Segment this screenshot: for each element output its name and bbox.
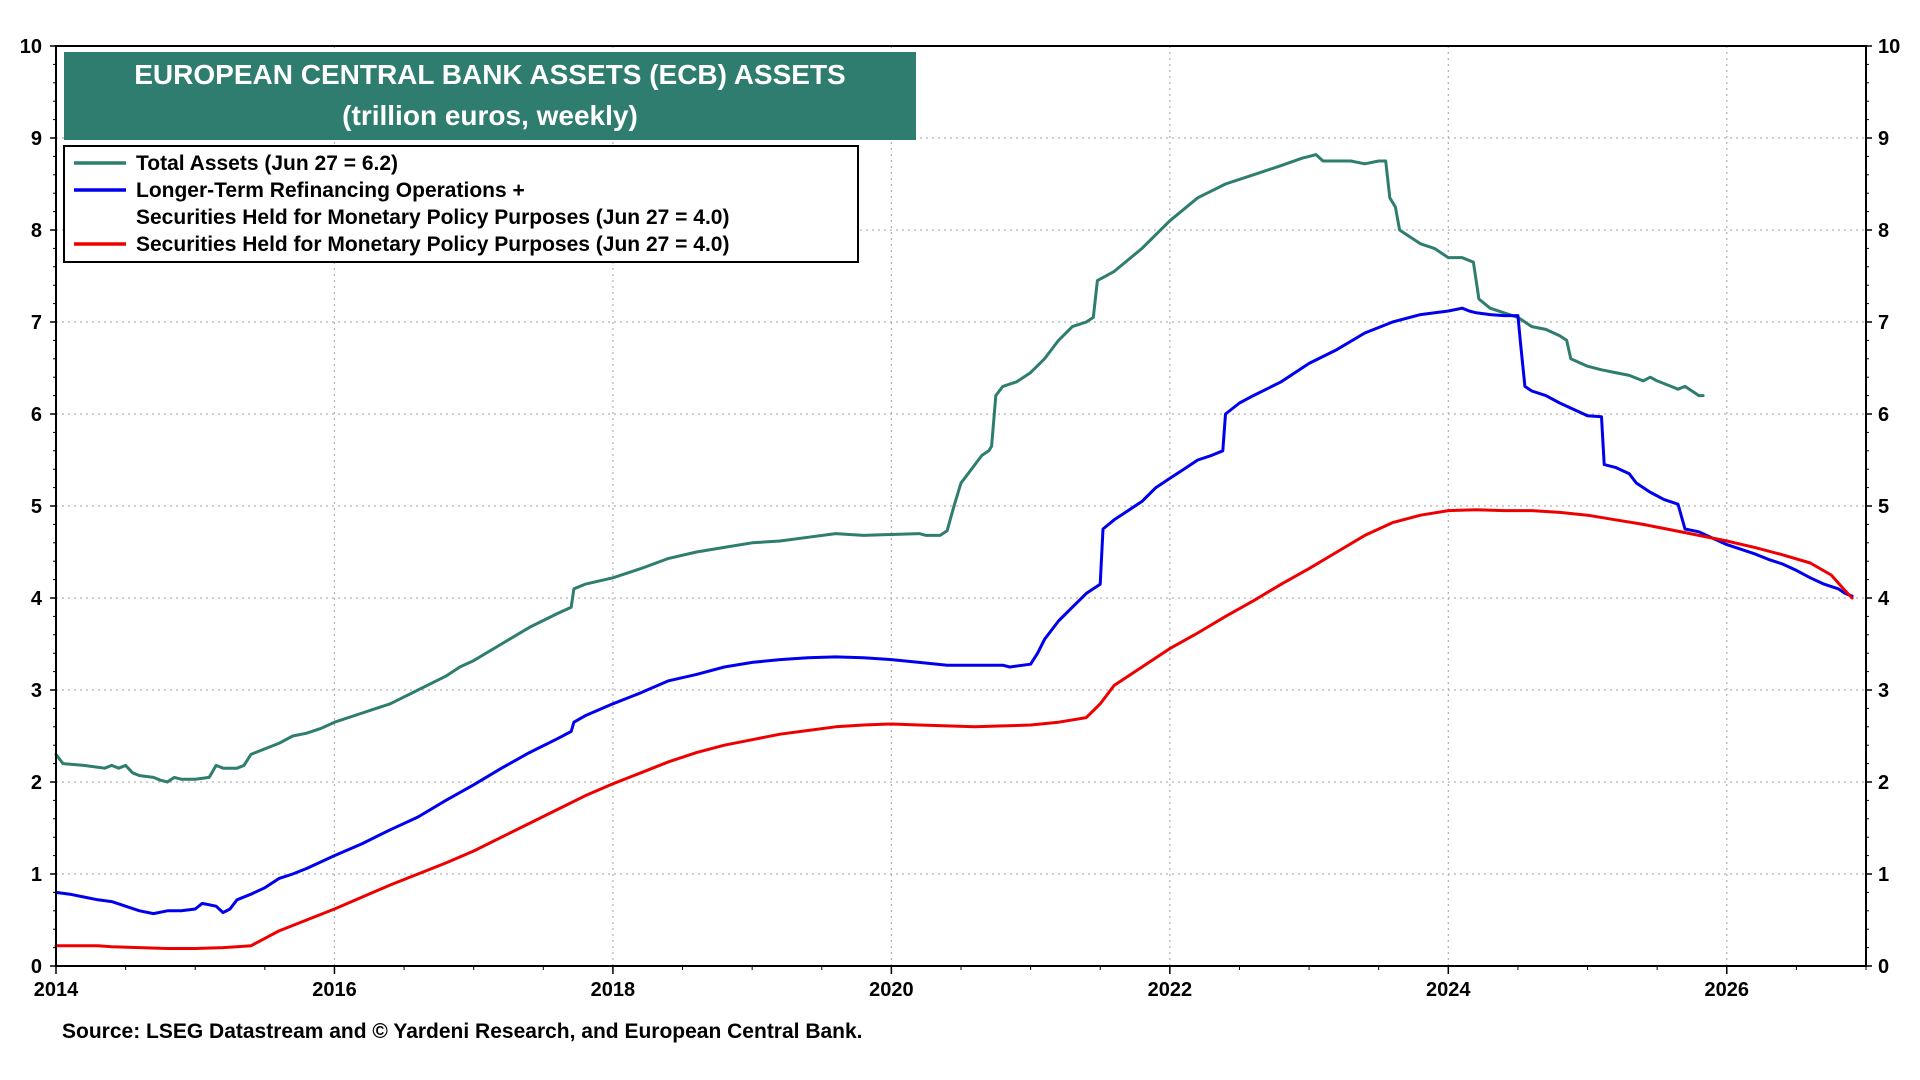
series-lines — [54, 153, 1854, 950]
y-tick-label-right: 5 — [1878, 496, 1889, 518]
legend-label-1: Longer-Term Refinancing Operations + — [136, 179, 525, 202]
y-tick-label-right: 0 — [1878, 956, 1889, 978]
legend-label-2: Securities Held for Monetary Policy Purp… — [136, 233, 729, 256]
x-tick-label: 2020 — [869, 979, 914, 1001]
x-tick-label: 2022 — [1148, 979, 1193, 1001]
y-tick-label-right: 2 — [1878, 772, 1889, 794]
x-tick-label: 2016 — [312, 979, 357, 1001]
series-line-2 — [54, 508, 1854, 950]
y-tick-label-left: 10 — [20, 36, 42, 58]
y-tick-label-left: 6 — [31, 404, 42, 426]
y-tick-label-left: 7 — [31, 312, 42, 334]
y-tick-label-right: 8 — [1878, 220, 1889, 242]
y-tick-label-right: 9 — [1878, 128, 1889, 150]
legend-label-0: Total Assets (Jun 27 = 6.2) — [136, 152, 398, 175]
y-tick-label-right: 3 — [1878, 680, 1889, 702]
title-box: EUROPEAN CENTRAL BANK ASSETS (ECB) ASSET… — [64, 52, 916, 140]
x-tick-label: 2026 — [1705, 979, 1750, 1001]
x-tick-label: 2024 — [1426, 979, 1471, 1001]
y-tick-label-left: 5 — [31, 496, 42, 518]
y-tick-label-left: 8 — [31, 220, 42, 242]
y-tick-label-left: 9 — [31, 128, 42, 150]
source-note: Source: LSEG Datastream and © Yardeni Re… — [62, 1020, 863, 1043]
axes: 0 0 1 1 2 2 3 3 4 4 5 5 6 6 7 7 8 8 9 9 10 10 2014 2016 2018 2020… — [20, 36, 1901, 1001]
legend-label-1: Securities Held for Monetary Policy Purp… — [136, 206, 729, 229]
series-line-1 — [54, 306, 1854, 916]
chart-subtitle: (trillion euros, weekly) — [342, 100, 638, 131]
y-tick-label-right: 10 — [1878, 36, 1900, 58]
chart-title: EUROPEAN CENTRAL BANK ASSETS (ECB) ASSET… — [134, 59, 845, 90]
legend-box — [63, 145, 859, 263]
y-tick-label-right: 7 — [1878, 312, 1889, 334]
y-tick-label-right: 6 — [1878, 404, 1889, 426]
y-tick-label-right: 4 — [1878, 588, 1890, 610]
x-tick-label: 2018 — [591, 979, 636, 1001]
y-tick-label-left: 3 — [31, 680, 42, 702]
y-tick-label-left: 4 — [31, 588, 43, 610]
x-tick-label: 2014 — [34, 979, 79, 1001]
legend: Total Assets (Jun 27 = 6.2) Longer-Term R… — [63, 145, 859, 263]
y-tick-label-left: 0 — [31, 956, 42, 978]
y-tick-label-left: 1 — [31, 864, 42, 886]
y-tick-label-left: 2 — [31, 772, 42, 794]
y-tick-label-right: 1 — [1878, 864, 1889, 886]
